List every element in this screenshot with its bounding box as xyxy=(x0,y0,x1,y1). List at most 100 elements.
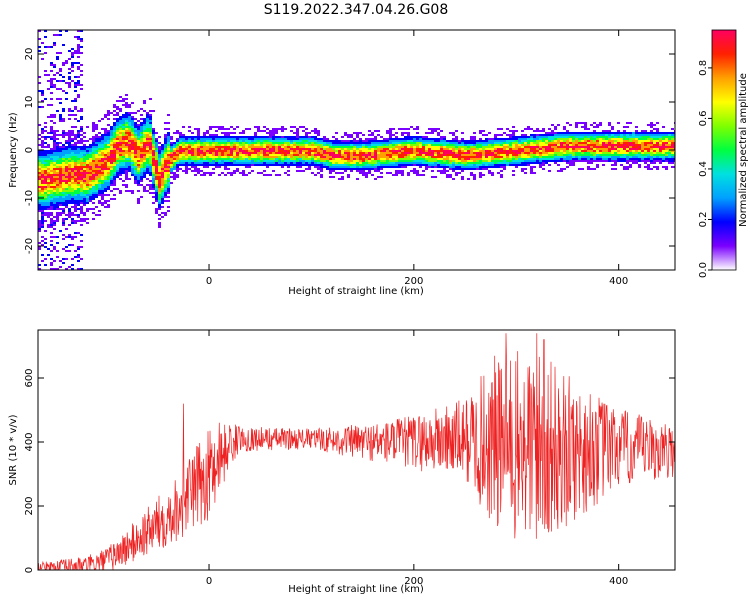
spectrogram-cell xyxy=(596,132,599,134)
spectrogram-cell xyxy=(260,162,263,164)
spectrogram-cell xyxy=(290,130,293,132)
spectrogram-cell xyxy=(599,148,602,150)
spectrogram-cell xyxy=(158,174,161,176)
spectrogram-cell xyxy=(242,142,245,144)
spectrogram-cell xyxy=(107,144,110,146)
spectrogram-cell xyxy=(110,128,113,130)
spectrogram-cell xyxy=(110,174,113,176)
spectrogram-cell xyxy=(404,146,407,148)
spectrogram-cell xyxy=(107,134,110,136)
spectrogram-cell xyxy=(332,156,335,158)
spectrogram-cell xyxy=(641,134,644,136)
spectrogram-cell xyxy=(566,130,569,132)
spectrogram-cell xyxy=(314,142,317,144)
spectrogram-cell xyxy=(296,138,299,140)
spectrogram-cell xyxy=(179,164,182,166)
spectrogram-cell xyxy=(497,164,500,166)
spectrogram-cell xyxy=(473,174,476,176)
spectrogram-cell xyxy=(503,166,506,168)
spectrogram-cell xyxy=(128,166,131,168)
spectrogram-cell xyxy=(347,150,350,152)
spectrogram-cell xyxy=(296,144,299,146)
spectrogram-cell xyxy=(602,130,605,132)
spectrogram-cell xyxy=(62,150,65,152)
spectrogram-cell xyxy=(71,54,74,56)
spectrogram-cell xyxy=(353,132,356,134)
spectrogram-cell xyxy=(110,180,113,182)
spectrogram-cell xyxy=(53,216,56,218)
spectrogram-cell xyxy=(614,144,617,146)
spectrogram-cell xyxy=(119,138,122,140)
spectrogram-cell xyxy=(44,246,47,248)
spectrogram-cell xyxy=(596,152,599,154)
spectrogram-cell xyxy=(611,168,614,170)
spectrogram-cell xyxy=(461,166,464,168)
spectrogram-cell xyxy=(38,206,41,208)
spectrogram-cell xyxy=(125,186,128,188)
spectrogram-cell xyxy=(131,148,134,150)
spectrogram-cell xyxy=(413,150,416,152)
spectrogram-cell xyxy=(458,150,461,152)
spectrogram-cell xyxy=(50,218,53,220)
spectrogram-cell xyxy=(653,142,656,144)
spectrogram-cell xyxy=(638,148,641,150)
spectrogram-cell xyxy=(137,134,140,136)
spectrogram-cell xyxy=(587,148,590,150)
spectrogram-cell xyxy=(185,164,188,166)
spectrogram-cell xyxy=(350,164,353,166)
spectrogram-cell xyxy=(338,166,341,168)
spectrogram-cell xyxy=(95,214,98,216)
spectrogram-cell xyxy=(53,152,56,154)
spectrogram-cell xyxy=(485,138,488,140)
spectrogram-cell xyxy=(50,166,53,168)
spectrogram-cell xyxy=(218,126,221,128)
spectrogram-cell xyxy=(353,156,356,158)
spectrogram-cell xyxy=(410,144,413,146)
spectrogram-cell xyxy=(272,134,275,136)
spectrogram-cell xyxy=(539,164,542,166)
spectrogram-cell xyxy=(464,144,467,146)
spectrogram-cell xyxy=(467,158,470,160)
spectrogram-cell xyxy=(506,158,509,160)
spectrogram-cell xyxy=(38,160,41,162)
spectrogram-cell xyxy=(68,234,71,236)
spectrogram-cell xyxy=(41,214,44,216)
spectrogram-cell xyxy=(566,122,569,124)
spectrogram-cell xyxy=(161,162,164,164)
spectrogram-cell xyxy=(572,164,575,166)
spectrogram-cell xyxy=(221,132,224,134)
spectrogram-cell xyxy=(101,156,104,158)
spectrogram-cell xyxy=(161,158,164,160)
spectrogram-cell xyxy=(647,154,650,156)
spectrogram-cell xyxy=(116,132,119,134)
spectrogram-cell xyxy=(362,174,365,176)
spectrogram-cell xyxy=(656,156,659,158)
spectrogram-cell xyxy=(143,102,146,104)
spectrogram-cell xyxy=(182,156,185,158)
spectrogram-cell xyxy=(95,172,98,174)
spectrogram-cell xyxy=(95,146,98,148)
spectrogram-cell xyxy=(668,162,671,164)
spectrogram-cell xyxy=(575,154,578,156)
spectrogram-cell xyxy=(80,170,83,172)
spectrogram-cell xyxy=(338,172,341,174)
spectrogram-cell xyxy=(152,138,155,140)
spectrogram-cell xyxy=(590,152,593,154)
spectrogram-cell xyxy=(620,140,623,142)
spectrogram-cell xyxy=(317,166,320,168)
spectrogram-cell xyxy=(548,150,551,152)
spectrogram-cell xyxy=(83,144,86,146)
spectrogram-cell xyxy=(197,130,200,132)
spectrogram-cell xyxy=(134,136,137,138)
spectrogram-cell xyxy=(554,156,557,158)
spectrogram-cell xyxy=(290,148,293,150)
spectrogram-cell xyxy=(566,152,569,154)
spectrogram-cell xyxy=(95,170,98,172)
spectrogram-cell xyxy=(269,174,272,176)
spectrogram-cell xyxy=(305,142,308,144)
spectrogram-cell xyxy=(656,122,659,124)
spectrogram-cell xyxy=(281,154,284,156)
spectrogram-cell xyxy=(662,138,665,140)
spectrogram-cell xyxy=(428,166,431,168)
spectrogram-cell xyxy=(65,154,68,156)
